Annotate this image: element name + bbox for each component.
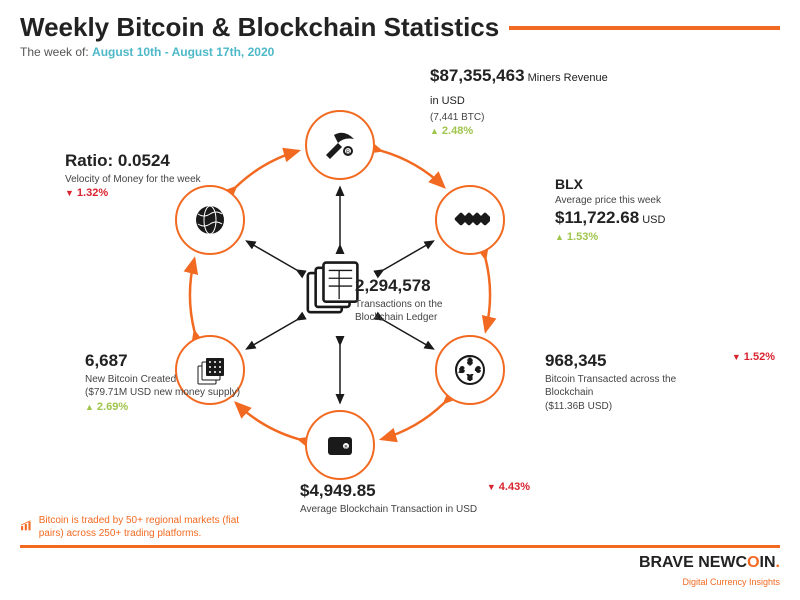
subtitle: The week of: August 10th - August 17th, … xyxy=(20,45,780,59)
footer-note: Bitcoin is traded by 50+ regional market… xyxy=(20,514,250,540)
center-stat: 2,294,578Transactions on the Blockchain … xyxy=(355,275,485,325)
brand-logo: BRAVE NEWCOIN. Digital Currency Insights xyxy=(639,554,780,590)
diagram-canvas: 2,294,578Transactions on the Blockchain … xyxy=(0,60,800,560)
node-miners: B xyxy=(305,110,375,180)
stat-transacted: 968,345Bitcoin Transacted across the Blo… xyxy=(545,350,725,413)
stat-price: BLXAverage price this week$11,722.68 USD… xyxy=(555,175,735,245)
stat-velocity: Ratio: 0.0524Velocity of Money for the w… xyxy=(65,150,245,201)
svg-text:€: € xyxy=(476,367,480,374)
svg-text:£: £ xyxy=(460,367,464,374)
stat-miners: $87,355,463 Miners Revenue in USD(7,441 … xyxy=(430,65,610,139)
node-avgtx: B xyxy=(305,410,375,480)
footer: BRAVE NEWCOIN. Digital Currency Insights xyxy=(20,545,780,590)
title-rule xyxy=(509,26,780,30)
node-transacted: $ € ¥ £ xyxy=(435,335,505,405)
svg-text:B: B xyxy=(346,150,350,156)
center-ledger-icon xyxy=(300,260,360,320)
page-title: Weekly Bitcoin & Blockchain Statistics xyxy=(20,12,499,43)
node-price xyxy=(435,185,505,255)
stat-avgtx: $4,949.85Average Blockchain Transaction … xyxy=(300,480,480,516)
stat-newbtc: 6,687New Bitcoin Created($79.71M USD new… xyxy=(85,350,265,415)
svg-text:$: $ xyxy=(468,359,472,366)
svg-text:¥: ¥ xyxy=(468,375,472,382)
